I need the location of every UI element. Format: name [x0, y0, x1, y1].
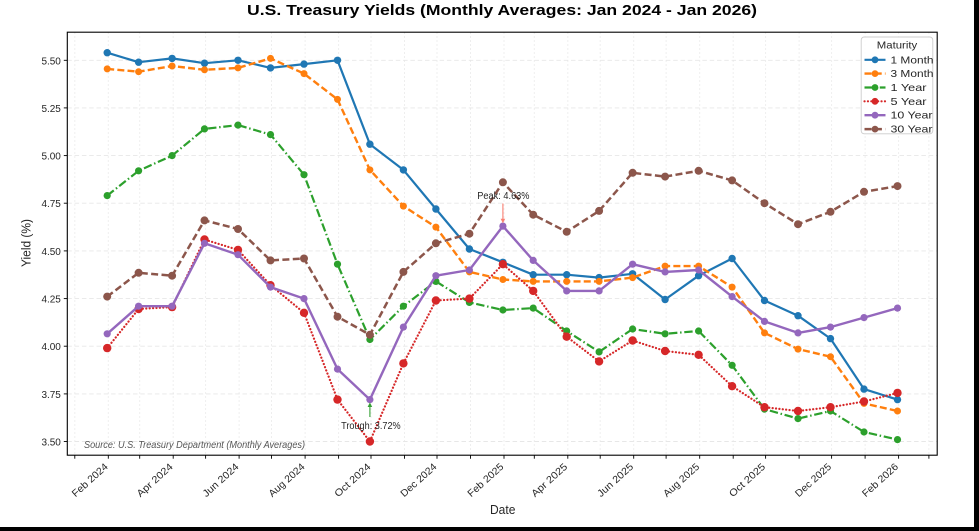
svg-text:3 Month: 3 Month: [891, 69, 934, 80]
svg-text:4.50: 4.50: [42, 247, 62, 258]
svg-text:10 Year: 10 Year: [891, 111, 934, 122]
svg-text:1 Year: 1 Year: [891, 83, 928, 94]
svg-text:4.25: 4.25: [42, 295, 62, 306]
svg-text:5.00: 5.00: [42, 152, 62, 163]
svg-text:5 Year: 5 Year: [891, 97, 928, 108]
svg-text:30 Year: 30 Year: [891, 125, 934, 136]
svg-text:Source: U.S. Treasury Departme: Source: U.S. Treasury Department (Monthl…: [84, 440, 305, 451]
svg-text:3.50: 3.50: [42, 438, 62, 449]
svg-text:4.00: 4.00: [42, 342, 62, 353]
svg-text:Trough: 3.72%: Trough: 3.72%: [341, 421, 401, 432]
svg-text:5.25: 5.25: [42, 104, 62, 115]
svg-text:Date: Date: [490, 502, 515, 517]
svg-text:U.S. Treasury Yields (Monthly: U.S. Treasury Yields (Monthly Averages: …: [247, 3, 757, 19]
svg-text:Yield (%): Yield (%): [19, 219, 34, 267]
svg-text:3.75: 3.75: [42, 390, 62, 401]
svg-text:5.50: 5.50: [42, 56, 62, 67]
svg-text:Peak: 4.63%: Peak: 4.63%: [477, 191, 529, 202]
svg-text:1 Month: 1 Month: [891, 55, 934, 66]
svg-text:4.75: 4.75: [42, 199, 62, 210]
svg-text:Maturity: Maturity: [877, 41, 918, 52]
